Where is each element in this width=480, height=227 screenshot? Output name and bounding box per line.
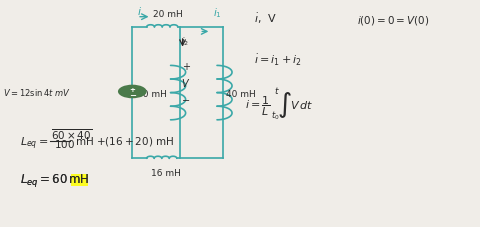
Text: $L_{eq}=$: $L_{eq}=$ — [20, 135, 48, 151]
Text: V: V — [181, 79, 188, 89]
Text: $i_2$: $i_2$ — [181, 36, 189, 48]
Text: −: − — [181, 95, 190, 105]
Text: +: + — [181, 62, 190, 72]
Text: $i(0)=0=V(0)$: $i(0)=0=V(0)$ — [357, 14, 430, 27]
Text: 16 mH: 16 mH — [152, 169, 181, 178]
Text: mH $+(16+20)$ mH: mH $+(16+20)$ mH — [75, 135, 174, 148]
Text: $i$: $i$ — [137, 5, 142, 17]
Text: 60 mH: 60 mH — [137, 90, 167, 99]
FancyBboxPatch shape — [71, 174, 88, 187]
Text: $t$: $t$ — [274, 84, 279, 95]
Text: $i = \dfrac{1}{L}$: $i = \dfrac{1}{L}$ — [245, 94, 271, 118]
Text: $100$: $100$ — [54, 138, 75, 150]
Text: 20 mH: 20 mH — [153, 10, 183, 18]
Text: $\dot{\imath} = i_1 + i_2$: $\dot{\imath} = i_1 + i_2$ — [254, 53, 302, 68]
Text: 40 mH: 40 mH — [226, 90, 255, 99]
Text: $V=12\sin 4t$ mV: $V=12\sin 4t$ mV — [3, 86, 71, 97]
Text: $\int$: $\int$ — [277, 89, 292, 119]
Text: $\dot{\imath}$,  V: $\dot{\imath}$, V — [254, 12, 277, 26]
Text: $\overline{60\times 40}$: $\overline{60\times 40}$ — [51, 127, 92, 141]
Text: $L_{eq} = 60\,$mH: $L_{eq} = 60\,$mH — [20, 171, 89, 188]
Text: $V\,dt$: $V\,dt$ — [290, 99, 313, 111]
Circle shape — [118, 85, 147, 99]
Text: +: + — [130, 87, 135, 93]
Text: $t_0$: $t_0$ — [271, 109, 280, 121]
Text: $i_1$: $i_1$ — [213, 7, 222, 20]
Text: $L_{eq} = 60\,$mH: $L_{eq} = 60\,$mH — [20, 171, 89, 188]
Text: −: − — [129, 90, 136, 99]
